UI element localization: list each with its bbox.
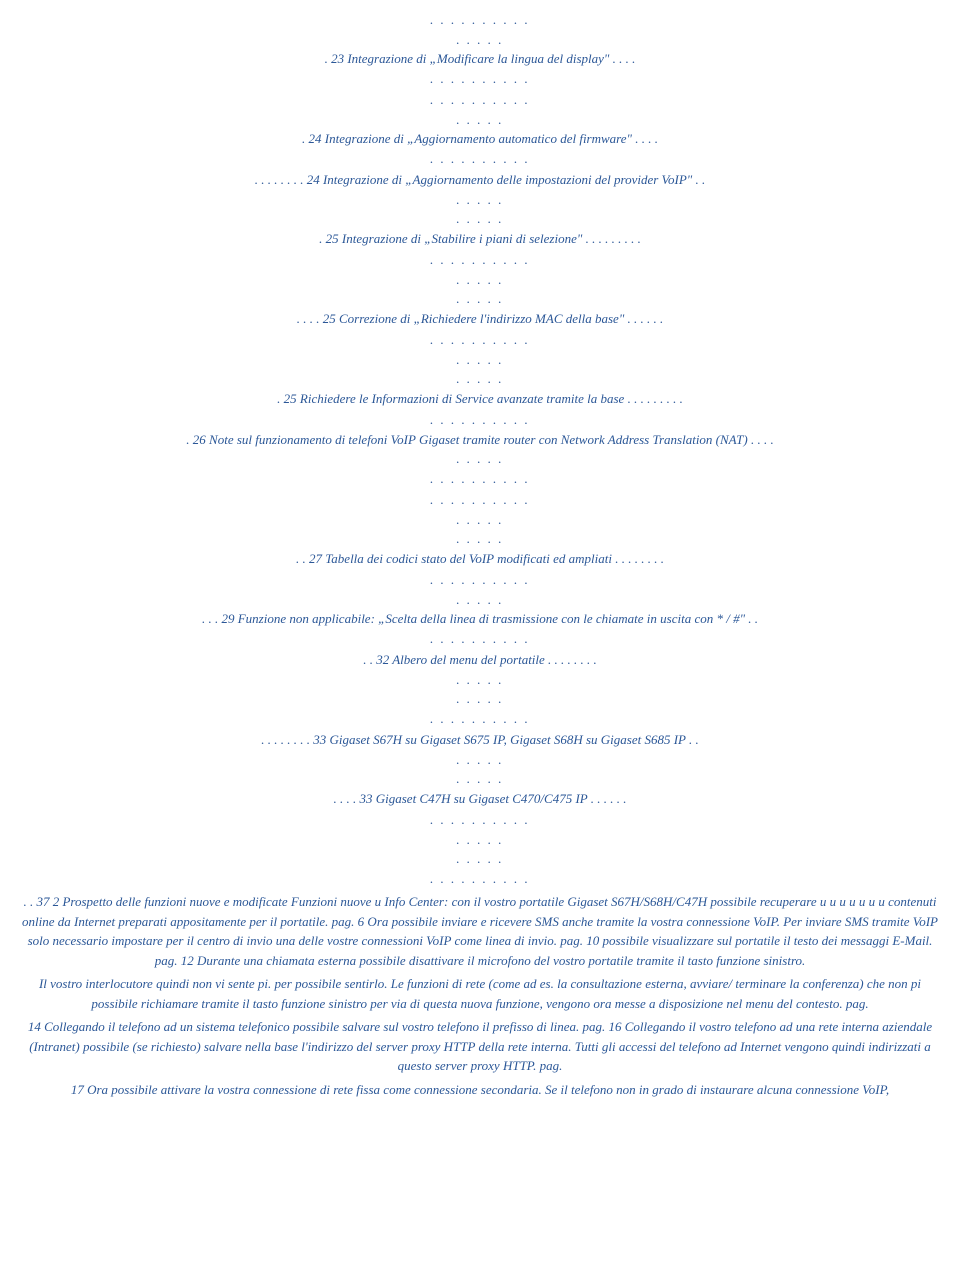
body-paragraph-4: 17 Ora possibile attivare la vostra conn… [10, 1078, 950, 1102]
dots-separator: . . . . . . . . . . [10, 250, 950, 270]
dots-separator: . . . . . [10, 750, 950, 770]
dots-separator: . . . . . [10, 190, 950, 210]
toc-entry-29: . . . 29 Funzione non applicabile: „Scel… [10, 609, 950, 629]
toc-entry-33b: . . . . 33 Gigaset C47H su Gigaset C470/… [10, 789, 950, 809]
dots-separator: . . . . . [10, 369, 950, 389]
dots-separator: . . . . . [10, 510, 950, 530]
dots-separator: . . . . . [10, 849, 950, 869]
dots-separator: . . . . . . . . . . [10, 469, 950, 489]
toc-entry-25c: . 25 Richiedere le Informazioni di Servi… [10, 389, 950, 409]
dots-separator: . . . . . [10, 830, 950, 850]
dots-separator: . . . . . . . . . . [10, 810, 950, 830]
dots-separator: . . . . . [10, 689, 950, 709]
dots-separator: . . . . . [10, 670, 950, 690]
dots-separator: . . . . . . . . . . [10, 10, 950, 30]
toc-entry-24b: . . . . . . . . 24 Integrazione di „Aggi… [10, 170, 950, 190]
toc-entry-25a: . 25 Integrazione di „Stabilire i piani … [10, 229, 950, 249]
dots-separator: . . . . . [10, 209, 950, 229]
toc-entry-27: . . 27 Tabella dei codici stato del VoIP… [10, 549, 950, 569]
dots-separator: . . . . . . . . . . [10, 490, 950, 510]
dots-separator: . . . . . . . . . . [10, 570, 950, 590]
dots-separator: . . . . . [10, 590, 950, 610]
toc-entry-32: . . 32 Albero del menu del portatile . .… [10, 650, 950, 670]
toc-entry-33a: . . . . . . . . 33 Gigaset S67H su Gigas… [10, 730, 950, 750]
dots-separator: . . . . . [10, 449, 950, 469]
toc-entry-23: . 23 Integrazione di „Modificare la ling… [10, 49, 950, 69]
body-paragraph-2: Il vostro interlocutore quindi non vi se… [10, 972, 950, 1015]
dots-separator: . . . . . [10, 769, 950, 789]
dots-separator: . . . . . . . . . . [10, 69, 950, 89]
dots-separator: . . . . . [10, 529, 950, 549]
toc-entry-26: . 26 Note sul funzionamento di telefoni … [10, 430, 950, 450]
dots-separator: . . . . . . . . . . [10, 410, 950, 430]
dots-separator: . . . . . . . . . . [10, 330, 950, 350]
body-paragraph-3: 14 Collegando il telefono ad un sistema … [10, 1015, 950, 1078]
dots-separator: . . . . . [10, 350, 950, 370]
dots-separator: . . . . . . . . . . [10, 90, 950, 110]
dots-separator: . . . . . [10, 110, 950, 130]
dots-separator: . . . . . . . . . . [10, 149, 950, 169]
dots-separator: . . . . . [10, 270, 950, 290]
dots-separator: . . . . . . . . . . [10, 869, 950, 889]
toc-entry-24a: . 24 Integrazione di „Aggiornamento auto… [10, 129, 950, 149]
toc-entry-25b: . . . . 25 Correzione di „Richiedere l'i… [10, 309, 950, 329]
dots-separator: . . . . . . . . . . [10, 709, 950, 729]
dots-separator: . . . . . [10, 289, 950, 309]
dots-separator: . . . . . . . . . . [10, 629, 950, 649]
body-paragraph-1: . . 37 2 Prospetto delle funzioni nuove … [10, 890, 950, 972]
dots-separator: . . . . . [10, 30, 950, 50]
